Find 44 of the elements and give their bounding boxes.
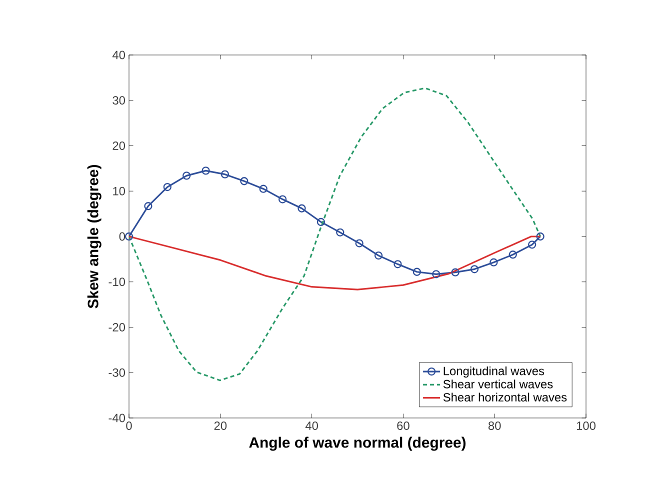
legend-label: Shear vertical waves (443, 380, 553, 388)
x-tick-label: 100 (576, 422, 596, 430)
point (412, 268, 422, 276)
point (144, 202, 152, 210)
y-tick-label: -40 (108, 414, 126, 422)
point (182, 172, 191, 180)
y-tick-label: 40 (112, 50, 126, 60)
point (432, 270, 440, 278)
x-tick-label: 40 (305, 422, 318, 430)
x-tick-label: 80 (488, 422, 501, 430)
point (355, 239, 364, 248)
point (336, 228, 344, 236)
point (374, 251, 383, 260)
point (451, 268, 460, 276)
x-tick-label: 0 (126, 422, 132, 430)
line-series (129, 236, 542, 290)
point (124, 232, 134, 241)
point (490, 258, 498, 266)
point (278, 195, 287, 204)
point (259, 184, 268, 193)
legend-label: Shear horizontal waves (443, 392, 567, 402)
point (508, 250, 517, 259)
x-axis-title: Angle of wave normal (degree) (249, 436, 466, 451)
y-tick-label: 10 (113, 186, 126, 196)
point (298, 204, 306, 212)
x-tick-label: 20 (214, 422, 227, 430)
point (240, 177, 248, 186)
point (470, 265, 479, 274)
y-tick-label: -10 (108, 278, 126, 286)
point (536, 232, 544, 241)
y-tick-label: -20 (108, 323, 126, 332)
x-tick-label: 60 (397, 422, 410, 430)
point (316, 218, 326, 226)
point (202, 166, 210, 175)
point (220, 170, 230, 178)
y-tick-label: 20 (112, 142, 126, 150)
point (394, 260, 402, 268)
y-tick-label: 0 (119, 232, 126, 241)
point (528, 240, 536, 249)
y-axis-title: Skew angle (degree) (87, 164, 102, 308)
y-tick-label: 30 (112, 96, 126, 105)
y-tick-label: -30 (108, 368, 126, 377)
legend-label: Longitudinal waves (444, 366, 544, 378)
point (163, 182, 172, 192)
